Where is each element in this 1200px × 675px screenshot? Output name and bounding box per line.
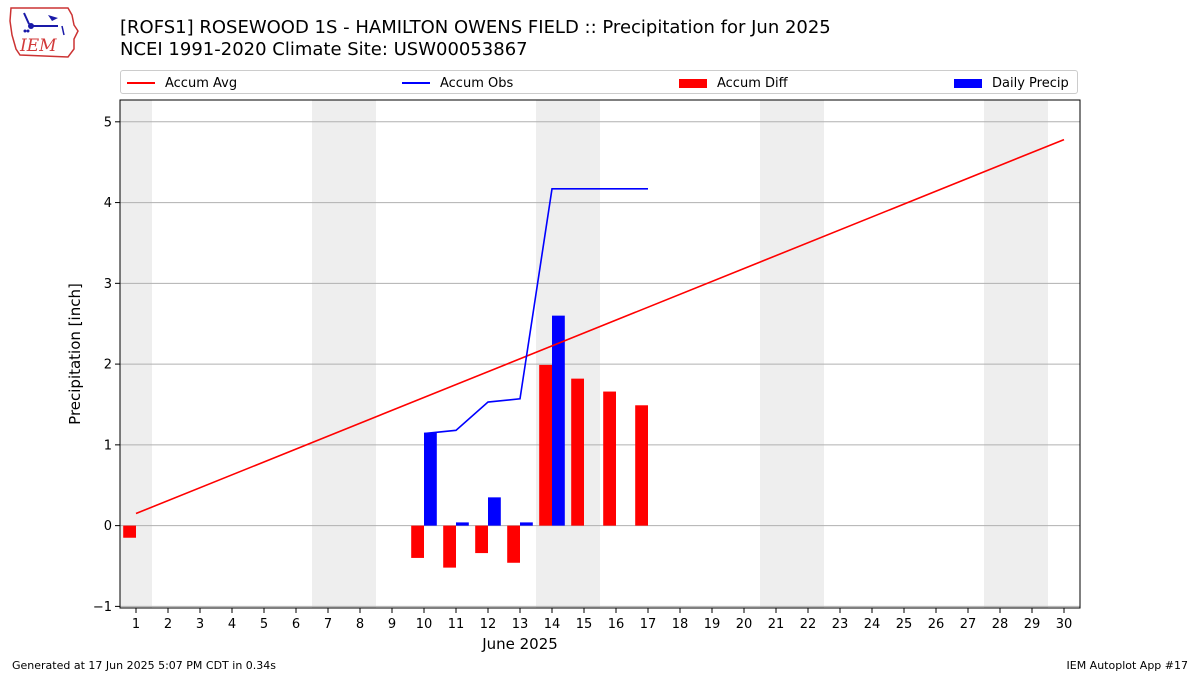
svg-text:IEM: IEM <box>19 36 57 56</box>
footer-app-label: IEM Autoplot App #17 <box>1066 659 1189 672</box>
y-tick-label: 2 <box>104 358 112 373</box>
accum-diff-bar <box>443 525 456 568</box>
legend-label-daily-precip: Daily Precip <box>992 75 1069 91</box>
x-tick-label: 8 <box>356 617 364 632</box>
weekend-band <box>760 100 824 608</box>
accum-diff-bar <box>539 364 552 526</box>
x-tick-label: 3 <box>196 617 204 632</box>
x-tick-label: 5 <box>260 617 268 632</box>
x-tick-label: 14 <box>544 617 561 632</box>
legend-swatch-daily-precip <box>954 78 982 88</box>
chart-subtitle: NCEI 1991-2020 Climate Site: USW00053867 <box>120 39 528 60</box>
weekend-band <box>312 100 376 608</box>
footer-generated-text: Generated at 17 Jun 2025 5:07 PM CDT in … <box>12 659 277 672</box>
legend-swatch-accum-avg <box>127 82 155 84</box>
x-tick-label: 27 <box>960 617 977 632</box>
daily-precip-bar <box>520 522 533 526</box>
x-tick-label: 4 <box>228 617 236 632</box>
y-tick-label: −1 <box>93 600 112 615</box>
x-tick-label: 26 <box>928 617 945 632</box>
chart-legend: Accum Avg Accum Obs Accum Diff Daily Pre… <box>120 70 1078 94</box>
chart-title: [ROFS1] ROSEWOOD 1S - HAMILTON OWENS FIE… <box>120 17 831 38</box>
x-tick-label: 18 <box>672 617 689 632</box>
x-tick-label: 24 <box>864 617 881 632</box>
x-tick-label: 30 <box>1056 617 1073 632</box>
accum-diff-bar <box>507 525 520 563</box>
x-tick-label: 29 <box>1024 617 1041 632</box>
legend-item-daily-precip: Daily Precip <box>954 74 1069 92</box>
weekend-band <box>120 100 152 608</box>
x-tick-label: 12 <box>480 617 497 632</box>
accum-avg-line <box>135 138 1065 515</box>
legend-item-accum-diff: Accum Diff <box>679 74 788 92</box>
accum-diff-bar <box>603 391 616 526</box>
x-tick-label: 13 <box>512 617 529 632</box>
legend-label-accum-obs: Accum Obs <box>440 75 514 91</box>
x-tick-label: 23 <box>832 617 849 632</box>
y-tick-label: 0 <box>104 519 112 534</box>
weekend-band <box>984 100 1048 608</box>
accum-diff-bar <box>635 405 648 526</box>
x-tick-label: 6 <box>292 617 300 632</box>
legend-swatch-accum-obs <box>402 82 430 84</box>
accum-diff-bar <box>123 525 136 538</box>
legend-label-accum-diff: Accum Diff <box>717 75 788 91</box>
legend-label-accum-avg: Accum Avg <box>165 75 238 91</box>
y-tick-label: 3 <box>104 277 112 292</box>
x-tick-label: 28 <box>992 617 1009 632</box>
x-axis-label: June 2025 <box>481 635 558 653</box>
daily-precip-bar <box>424 432 437 526</box>
x-tick-label: 15 <box>576 617 593 632</box>
y-tick-label: 4 <box>104 196 112 211</box>
x-tick-label: 10 <box>416 617 433 632</box>
legend-swatch-accum-diff <box>679 78 707 88</box>
daily-precip-bar <box>456 522 469 526</box>
x-tick-label: 20 <box>736 617 753 632</box>
x-tick-label: 19 <box>704 617 721 632</box>
x-tick-label: 22 <box>800 617 817 632</box>
plot-frame <box>119 99 1081 609</box>
chart-title-block: [ROFS1] ROSEWOOD 1S - HAMILTON OWENS FIE… <box>120 17 831 61</box>
weekend-band <box>536 100 600 608</box>
legend-item-accum-avg: Accum Avg <box>127 74 237 92</box>
accum-diff-bar <box>475 525 488 554</box>
y-tick-label: 1 <box>104 438 112 453</box>
accum-diff-bar <box>411 525 424 558</box>
x-tick-label: 25 <box>896 617 913 632</box>
x-tick-label: 21 <box>768 617 785 632</box>
iem-logo: IEM <box>9 7 79 58</box>
x-tick-label: 2 <box>164 617 172 632</box>
x-tick-label: 17 <box>640 617 657 632</box>
y-axis-label: Precipitation [inch] <box>66 283 84 425</box>
x-tick-label: 11 <box>448 617 465 632</box>
x-tick-label: 7 <box>324 617 332 632</box>
legend-item-accum-obs: Accum Obs <box>402 74 513 92</box>
x-tick-label: 16 <box>608 617 625 632</box>
x-tick-label: 9 <box>388 617 396 632</box>
accum-obs-line <box>423 188 648 435</box>
accum-diff-bar <box>571 378 584 526</box>
daily-precip-bar <box>488 497 501 526</box>
daily-precip-bar <box>552 315 565 526</box>
x-tick-label: 1 <box>132 617 140 632</box>
y-tick-label: 5 <box>104 115 112 130</box>
